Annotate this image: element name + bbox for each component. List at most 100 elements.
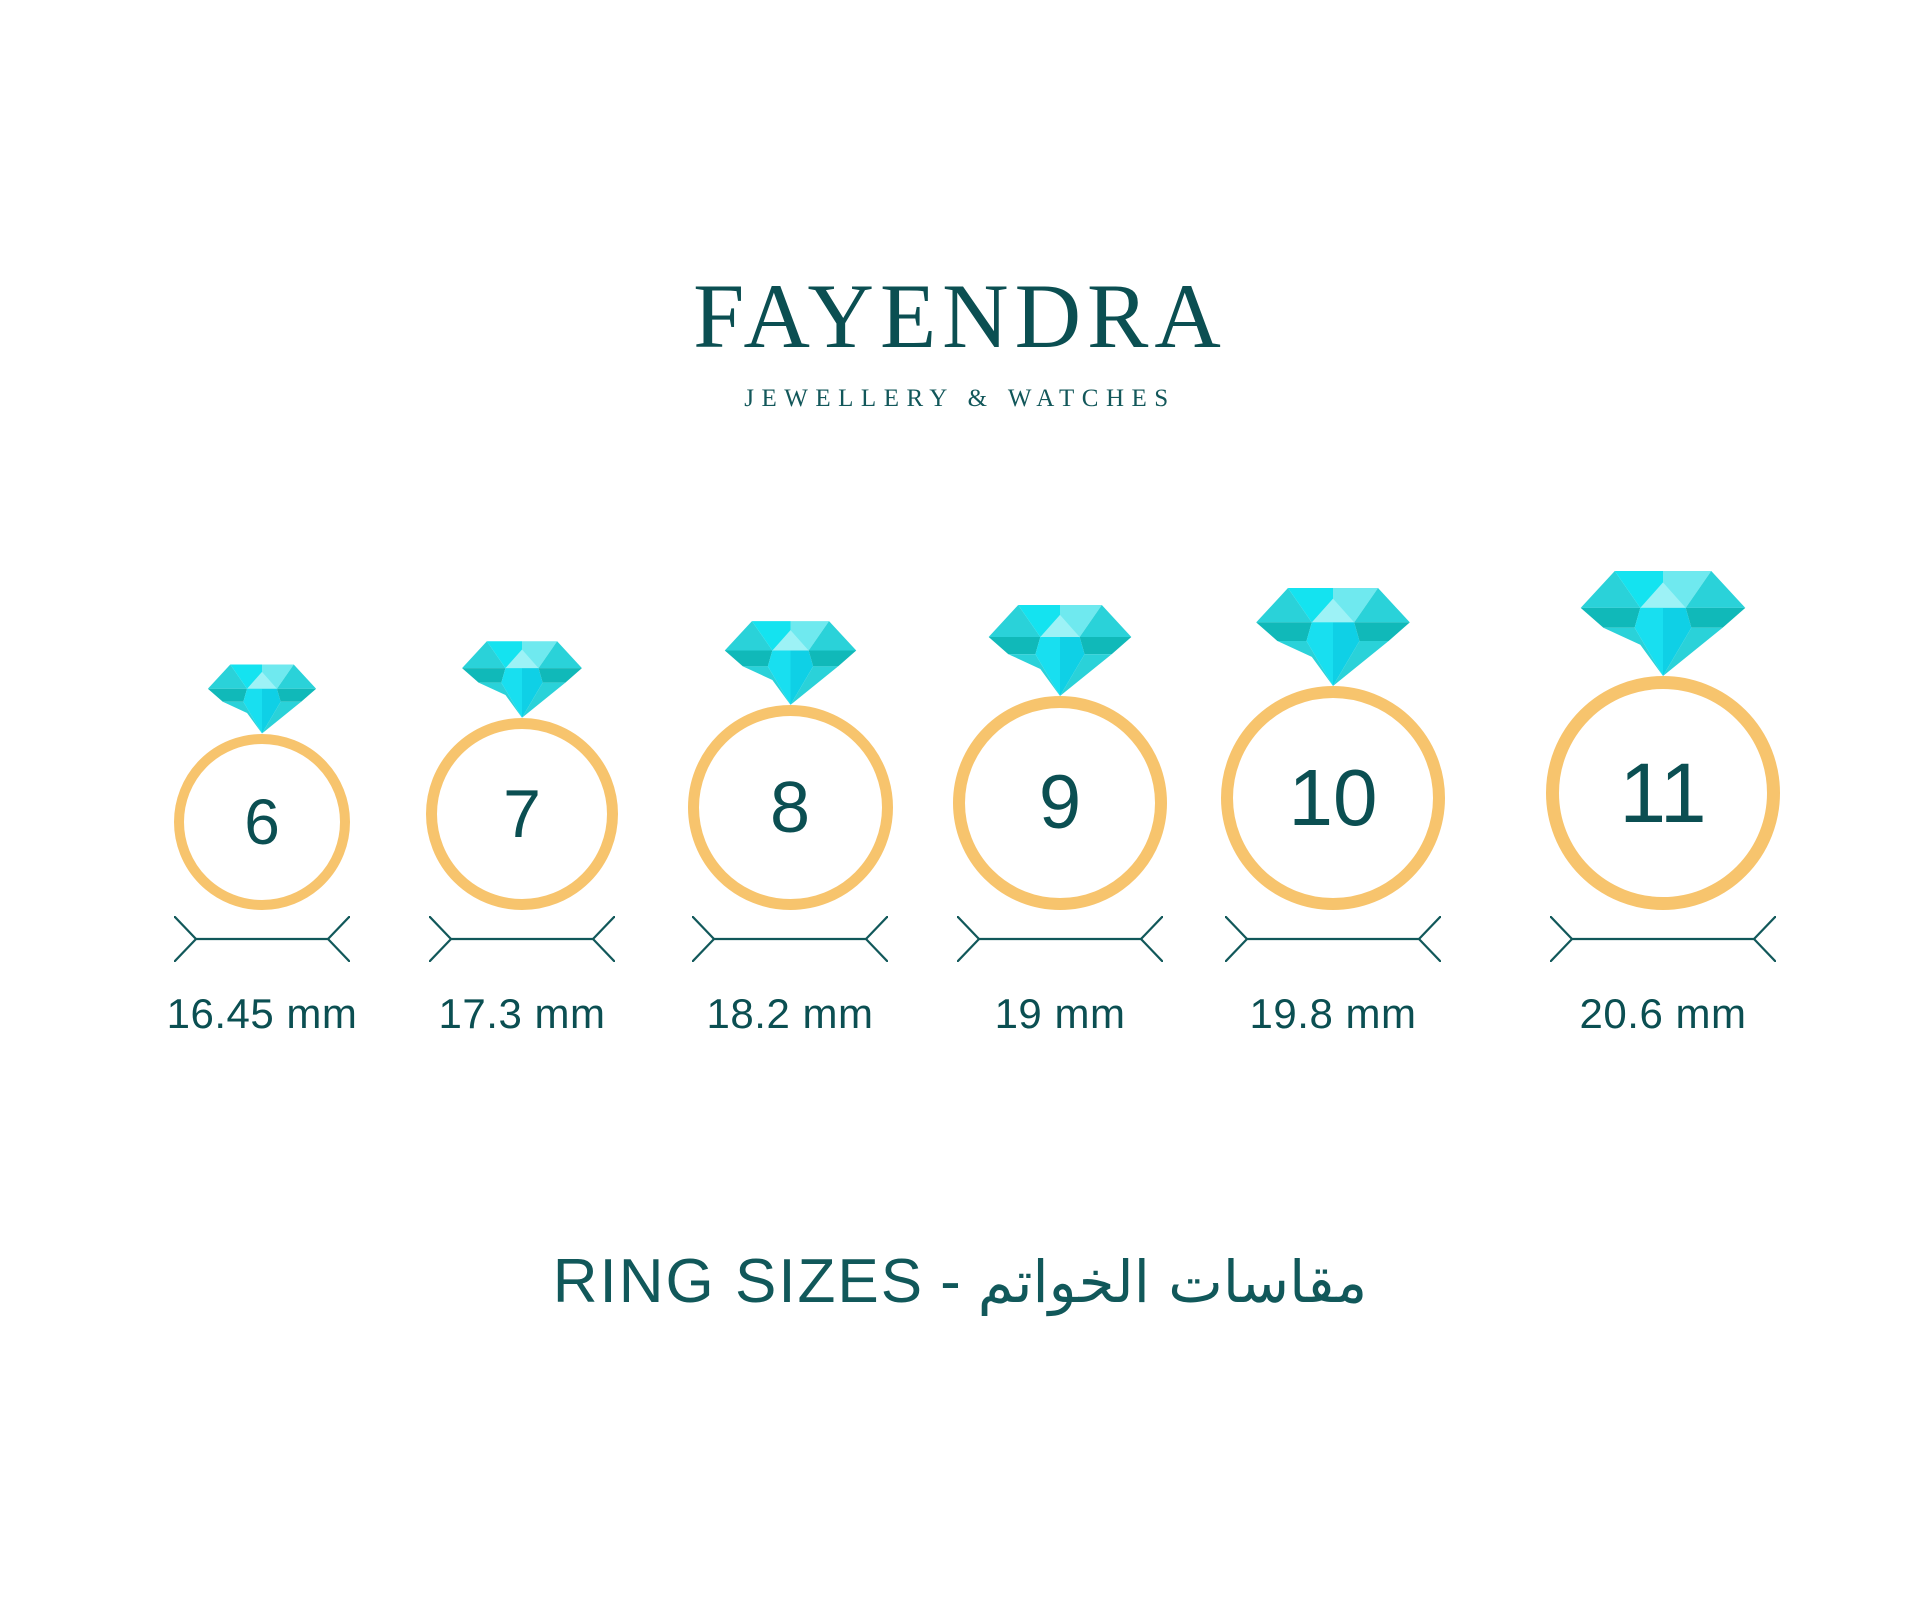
- dimension-arrow-stroke: [1418, 938, 1441, 962]
- diamond-facet: [538, 641, 582, 669]
- diamond-facet: [462, 668, 506, 683]
- diamond-facet: [771, 630, 809, 651]
- diamond-facet: [262, 688, 281, 734]
- diamond-facet: [462, 641, 506, 669]
- page-title-english: RING SIZES: [552, 1247, 925, 1316]
- diamond-facet: [1277, 640, 1333, 686]
- diamond-icon: [988, 605, 1132, 696]
- dimension-arrow-icon: [957, 916, 1163, 962]
- ring-band: 7: [426, 718, 618, 910]
- ring-size-number: 7: [503, 776, 541, 852]
- diamond-facet: [988, 636, 1041, 655]
- ring-band: 11: [1546, 676, 1780, 910]
- ring-size-item[interactable]: 8 18.2 mm: [640, 600, 940, 1080]
- dimension-arrow-stroke: [1225, 916, 1248, 940]
- diamond-facet: [1685, 607, 1746, 628]
- dimension-arrow-stroke: [865, 938, 888, 962]
- ring-diameter-label: 19.8 mm: [1249, 990, 1417, 1037]
- ring-band: 10: [1221, 686, 1445, 910]
- ring-graphic: 7: [426, 641, 618, 910]
- diamond-facet: [222, 701, 262, 734]
- ring-diameter-label: 18.2 mm: [706, 990, 874, 1037]
- ring-size-number: 8: [769, 767, 811, 848]
- diamond-facet: [243, 688, 262, 734]
- diamond-facet: [1663, 607, 1692, 676]
- dimension-arrow-stroke: [957, 916, 980, 940]
- ring-size-number: 10: [1288, 753, 1378, 842]
- dimension-arrow-stroke: [174, 916, 197, 940]
- diamond-facet: [1580, 571, 1641, 608]
- ring-size-item[interactable]: 10 19.8 mm: [1183, 588, 1483, 1080]
- diamond-facet: [1634, 607, 1663, 676]
- ring-diameter-label: 17.3 mm: [438, 990, 606, 1037]
- brand-tagline: JEWELLERY & WATCHES: [744, 385, 1176, 412]
- dimension-arrow-stroke: [1550, 916, 1573, 940]
- dimension-arrow-stroke: [327, 916, 350, 940]
- dimension-arrow-stroke: [1753, 916, 1776, 940]
- diamond-facet: [808, 650, 856, 667]
- diamond-facet: [207, 664, 248, 689]
- ring-band: 9: [953, 696, 1167, 910]
- diamond-facet: [1040, 614, 1080, 637]
- ring-size-number: 9: [1038, 760, 1082, 845]
- diamond-facet: [247, 671, 277, 689]
- diamond-facet: [1079, 636, 1132, 655]
- ring-size-item[interactable]: 6 16.45 mm: [112, 600, 412, 1080]
- dimension-arrow-stroke: [327, 938, 350, 962]
- diamond-facet: [1354, 588, 1410, 623]
- diamond-facet: [724, 650, 772, 667]
- ring-size-item[interactable]: 7 17.3 mm: [372, 600, 672, 1080]
- diamond-facet: [505, 649, 539, 669]
- diamond-facet: [522, 668, 543, 718]
- diamond-facet: [988, 605, 1041, 637]
- diamond-facet: [1333, 622, 1360, 686]
- ring-size-item[interactable]: 9 19 mm: [910, 600, 1210, 1080]
- brand-wordmark: FAYENDRA: [693, 265, 1227, 367]
- ring-band: 6: [174, 734, 350, 910]
- diamond-facet: [276, 688, 317, 702]
- diamond-facet: [767, 650, 790, 705]
- diamond-facet: [1603, 627, 1663, 676]
- dimension-arrow-stroke: [692, 938, 715, 962]
- dimension-arrow-stroke: [692, 916, 715, 940]
- diamond-facet: [1035, 636, 1060, 696]
- diamond-facet: [1311, 598, 1355, 623]
- diamond-facet: [790, 650, 813, 705]
- ring-diameter-label: 19 mm: [994, 990, 1126, 1037]
- ring-graphic: 6: [174, 664, 350, 910]
- dimension-arrow-stroke: [1753, 938, 1776, 962]
- diamond-facet: [1060, 654, 1112, 696]
- dimension-arrow-stroke: [865, 916, 888, 940]
- ring-band: 8: [687, 705, 893, 910]
- ring-size-row: 6 16.45 mm 7 17.3 mm 8 18.2 mm 9 19 mm 10 19.8 mm…: [0, 571, 1920, 1080]
- diamond-icon: [462, 641, 582, 718]
- dimension-arrow-icon: [1225, 916, 1441, 962]
- diamond-facet: [790, 666, 838, 705]
- ring-diameter-label: 16.45 mm: [166, 990, 358, 1037]
- ring-size-item[interactable]: 11 20.6 mm: [1513, 571, 1813, 1080]
- diamond-facet: [1354, 622, 1410, 641]
- dimension-arrow-stroke: [1140, 938, 1163, 962]
- diamond-icon: [724, 621, 856, 705]
- diamond-facet: [207, 688, 248, 702]
- ring-graphic: 8: [687, 621, 893, 910]
- dimension-arrow-icon: [692, 916, 888, 962]
- diamond-facet: [1580, 607, 1641, 628]
- ring-graphic: 11: [1546, 571, 1780, 910]
- dimension-arrow-stroke: [592, 916, 615, 940]
- diamond-facet: [742, 666, 790, 705]
- ring-size-number: 11: [1619, 746, 1707, 840]
- dimension-arrow-stroke: [1225, 938, 1248, 962]
- page-title-separator: -: [940, 1247, 962, 1316]
- diamond-icon: [1580, 571, 1746, 676]
- dimension-arrow-icon: [429, 916, 615, 962]
- diamond-facet: [1256, 622, 1312, 641]
- dimension-arrow-stroke: [429, 938, 452, 962]
- diamond-facet: [808, 621, 856, 651]
- diamond-facet: [1079, 605, 1132, 637]
- ring-diameter-label: 20.6 mm: [1579, 990, 1747, 1037]
- diamond-facet: [1008, 654, 1060, 696]
- diamond-facet: [1685, 571, 1746, 608]
- page-title: RING SIZES - مقاسات الخواتم: [0, 1245, 1920, 1319]
- diamond-facet: [1640, 582, 1686, 608]
